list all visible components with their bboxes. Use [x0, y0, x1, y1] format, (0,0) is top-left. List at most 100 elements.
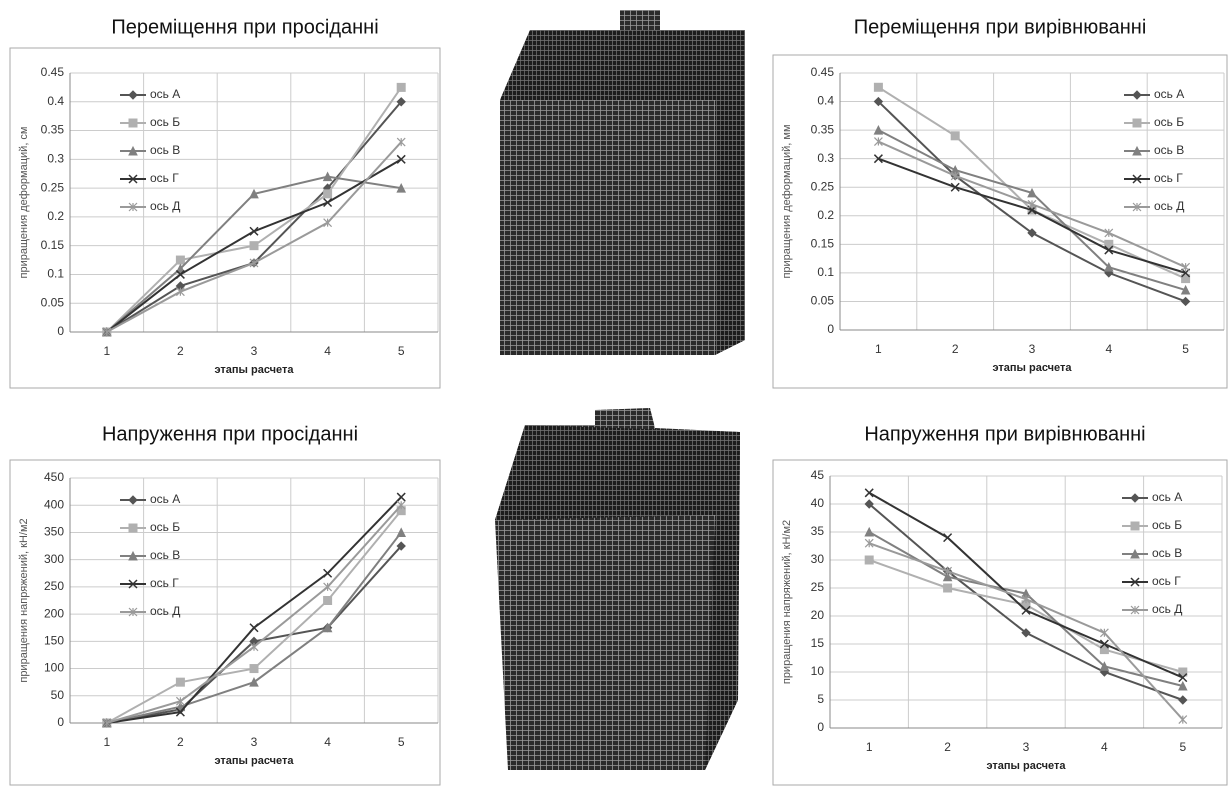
marker: [250, 227, 258, 235]
y-axis-label: приращения деформаций, мм: [781, 124, 793, 278]
x-tick-label: 1: [866, 740, 873, 754]
y-tick-label: 0: [57, 715, 64, 729]
chart: Переміщення при просіданні00.050.10.150.…: [10, 16, 440, 388]
marker: [865, 556, 873, 564]
marker: [1179, 696, 1187, 704]
legend-label: ось В: [150, 143, 180, 157]
y-tick-label: 250: [44, 579, 64, 593]
marker: [865, 489, 873, 497]
marker: [324, 569, 332, 577]
x-tick-label: 2: [944, 740, 951, 754]
legend-label: ось Д: [150, 199, 180, 213]
marker: [951, 132, 959, 140]
x-tick-label: 1: [103, 735, 110, 749]
x-tick-label: 5: [398, 735, 405, 749]
y-tick-label: 300: [44, 552, 64, 566]
marker: [874, 138, 882, 146]
legend-label: ось А: [1152, 490, 1182, 504]
legend-label: ось Д: [150, 604, 180, 618]
legend-marker: [129, 91, 137, 99]
x-tick-label: 4: [1101, 740, 1108, 754]
chart-title: Напруження при просіданні: [102, 423, 358, 445]
legend-label: ось А: [150, 87, 180, 101]
marker: [176, 288, 184, 296]
y-tick-label: 0: [817, 720, 824, 734]
chart: Переміщення при вирівнюванні00.050.10.15…: [773, 16, 1227, 388]
series-line: [107, 546, 401, 723]
y-tick-label: 0.15: [811, 237, 835, 251]
legend-label: ось А: [150, 492, 180, 506]
legend-label: ось Б: [150, 115, 180, 129]
y-tick-label: 450: [44, 470, 64, 484]
y-tick-label: 0.1: [47, 267, 64, 281]
legend-marker: [1131, 522, 1139, 530]
y-tick-label: 0.3: [47, 152, 64, 166]
marker: [1182, 263, 1190, 271]
y-tick-label: 0.1: [817, 265, 834, 279]
legend-label: ось Г: [1154, 171, 1183, 185]
y-tick-label: 0: [57, 324, 64, 338]
marker: [250, 665, 258, 673]
marker: [324, 597, 332, 605]
y-tick-label: 25: [811, 580, 825, 594]
chart-title: Напруження при вирівнюванні: [864, 423, 1145, 445]
y-axis-label: приращения деформаций, см: [18, 127, 30, 279]
legend-marker: [129, 524, 137, 532]
x-tick-label: 3: [1029, 342, 1036, 356]
x-tick-label: 2: [177, 735, 184, 749]
y-tick-label: 0.25: [811, 179, 835, 193]
legend-marker: [1133, 91, 1141, 99]
x-tick-label: 3: [251, 344, 258, 358]
chart-frame: [10, 48, 440, 388]
y-tick-label: 200: [44, 606, 64, 620]
marker: [944, 534, 952, 542]
legend-label: ось Б: [150, 520, 180, 534]
legend-marker: [129, 496, 137, 504]
marker: [324, 219, 332, 227]
y-tick-label: 150: [44, 634, 64, 648]
y-tick-label: 0.2: [817, 208, 834, 222]
x-tick-label: 4: [324, 344, 331, 358]
legend-label: ось В: [1152, 546, 1182, 560]
x-tick-label: 2: [177, 344, 184, 358]
x-tick-label: 1: [875, 342, 882, 356]
marker: [250, 242, 258, 250]
x-tick-label: 4: [1105, 342, 1112, 356]
marker: [944, 584, 952, 592]
y-tick-label: 5: [817, 692, 824, 706]
x-tick-label: 1: [103, 344, 110, 358]
legend-marker: [1131, 494, 1139, 502]
y-tick-label: 0.4: [47, 94, 64, 108]
x-axis-label: этапы расчета: [992, 362, 1072, 374]
chart-title: Переміщення при вирівнюванні: [854, 16, 1147, 38]
y-tick-label: 40: [811, 496, 825, 510]
x-tick-label: 2: [952, 342, 959, 356]
y-tick-label: 0.15: [41, 238, 65, 252]
x-tick-label: 5: [1182, 342, 1189, 356]
y-tick-label: 50: [51, 688, 65, 702]
chart: Напруження при вирівнюванні0510152025303…: [773, 423, 1227, 785]
y-tick-label: 0.2: [47, 209, 64, 223]
x-tick-label: 5: [398, 344, 405, 358]
y-tick-label: 45: [811, 468, 825, 482]
y-tick-label: 20: [811, 608, 825, 622]
y-tick-label: 350: [44, 525, 64, 539]
legend-label: ось А: [1154, 87, 1184, 101]
y-tick-label: 0.35: [811, 122, 835, 136]
x-tick-label: 3: [251, 735, 258, 749]
x-axis-label: этапы расчета: [214, 755, 294, 767]
y-tick-label: 400: [44, 497, 64, 511]
legend-marker: [1133, 119, 1141, 127]
x-tick-label: 3: [1023, 740, 1030, 754]
legend-label: ось В: [1154, 143, 1184, 157]
series-line: [869, 493, 1183, 678]
legend-label: ось Г: [1152, 574, 1181, 588]
x-axis-label: этапы расчета: [214, 364, 294, 376]
building-model-top: [500, 10, 745, 355]
marker: [1100, 629, 1108, 637]
legend-label: ось В: [150, 548, 180, 562]
x-tick-label: 4: [324, 735, 331, 749]
series-line: [878, 87, 1185, 278]
marker: [250, 643, 258, 651]
chart-frame: [773, 55, 1227, 388]
